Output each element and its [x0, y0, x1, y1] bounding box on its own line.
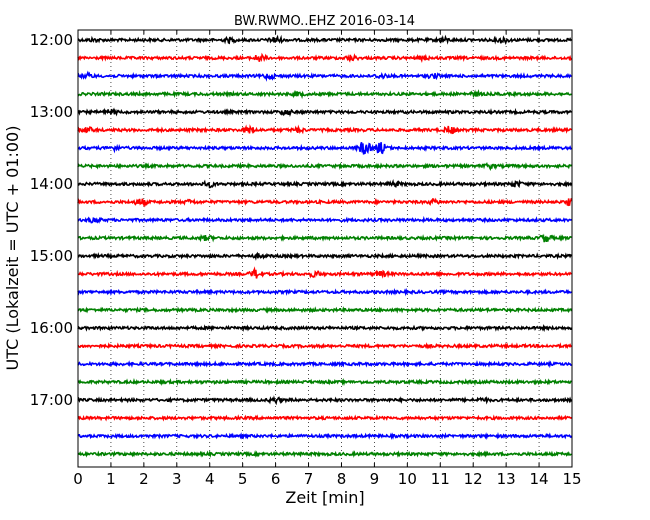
trace-line	[77, 233, 572, 243]
trace-line	[77, 215, 573, 224]
x-tick-label: 3	[172, 470, 182, 488]
trace-line	[77, 251, 572, 261]
y-tick-label: 12:00	[30, 31, 73, 49]
x-axis-label: Zeit [min]	[285, 488, 364, 507]
x-tick-label: 12	[464, 470, 483, 488]
x-tick-label: 11	[431, 470, 450, 488]
vertical-gridlines	[110, 30, 540, 467]
trace-line	[77, 359, 572, 369]
plot-frame	[77, 29, 573, 468]
y-tick-label: 15:00	[30, 247, 73, 265]
x-tick-label: 0	[73, 470, 83, 488]
x-tick-label: 7	[304, 470, 314, 488]
x-tick-label: 8	[337, 470, 347, 488]
x-tick-label: 14	[530, 470, 549, 488]
trace-line	[77, 34, 573, 45]
trace-line	[77, 414, 573, 422]
trace-line	[77, 431, 573, 441]
x-tick-label: 5	[238, 470, 248, 488]
trace-line	[77, 197, 573, 208]
trace-line	[77, 89, 572, 100]
x-tick-label: 1	[106, 470, 116, 488]
trace-line	[77, 395, 573, 406]
trace-line	[77, 107, 572, 117]
y-tick-label: 14:00	[30, 175, 73, 193]
y-tick-label: 16:00	[30, 319, 73, 337]
chart-title: BW.RWMO..EHZ 2016-03-14	[234, 14, 415, 29]
trace-lines	[77, 34, 573, 459]
trace-line	[77, 141, 573, 155]
trace-line	[77, 266, 572, 279]
x-tick-label: 2	[139, 470, 149, 488]
trace-line	[77, 449, 572, 459]
y-axis-label: UTC (Lokalzeit = UTC + 01:00)	[3, 126, 22, 371]
y-tick-labels: 12:00 13:00 14:00 15:00 16:00 17:00	[30, 31, 73, 409]
trace-line	[77, 287, 573, 297]
x-tick-label: 10	[398, 470, 417, 488]
y-tick-label: 13:00	[30, 103, 73, 121]
x-tick-label: 13	[497, 470, 516, 488]
x-tick-label: 4	[205, 470, 215, 488]
y-tick-label: 17:00	[30, 391, 73, 409]
x-tick-label: 6	[271, 470, 281, 488]
trace-line	[77, 161, 573, 171]
trace-line	[77, 377, 573, 387]
trace-line	[77, 305, 573, 314]
axis-ticks	[77, 30, 573, 467]
trace-line	[77, 52, 573, 64]
x-tick-label: 15	[562, 470, 581, 488]
x-tick-labels: 0 1 2 3 4 5 6 7 8 9 10 11 12 13 14 15	[73, 470, 581, 488]
trace-line	[77, 124, 572, 135]
trace-line	[77, 178, 573, 189]
x-tick-label: 9	[370, 470, 380, 488]
trace-line	[77, 70, 572, 82]
trace-line	[77, 323, 572, 333]
trace-line	[77, 342, 573, 350]
